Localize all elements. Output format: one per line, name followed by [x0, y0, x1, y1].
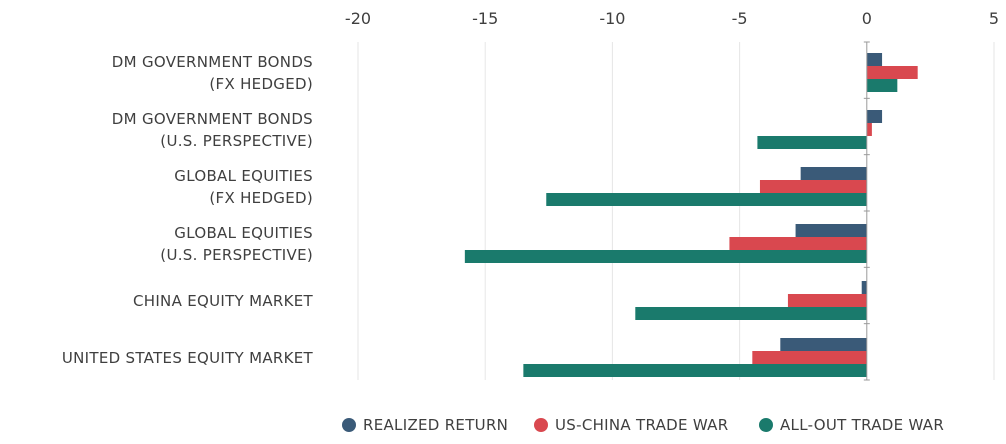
category-labels: DM GOVERNMENT BONDS (FX HEDGED) DM GOVERNM… — [62, 53, 314, 367]
x-tick-label: -20 — [345, 9, 371, 28]
bar-all-out-trade-war-2 — [546, 193, 867, 206]
bar-us-china-trade-war-4 — [787, 294, 867, 307]
category-label: (FX HEDGED) — [209, 75, 313, 93]
bar-all-out-trade-war-5 — [523, 364, 867, 377]
bar-all-out-trade-war-3 — [464, 250, 867, 263]
category-label: GLOBAL EQUITIES — [174, 224, 313, 242]
x-tick-label: -15 — [472, 9, 498, 28]
x-axis-ticks: -20 -15 -10 -5 0 5 — [345, 9, 999, 28]
bar-us-china-trade-war-1 — [866, 123, 872, 136]
gridlines — [357, 42, 995, 380]
category-label: (FX HEDGED) — [209, 189, 313, 207]
bar-realized-return-4 — [861, 281, 867, 294]
bars — [464, 53, 918, 377]
bar-realized-return-3 — [795, 224, 867, 237]
x-tick-label: -10 — [599, 9, 625, 28]
bar-us-china-trade-war-2 — [759, 180, 867, 193]
category-label: (U.S. PERSPECTIVE) — [160, 132, 313, 150]
legend-label-0: REALIZED RETURN — [363, 416, 508, 434]
legend: REALIZED RETURN US-CHINA TRADE WAR ALL-OUT… — [342, 416, 944, 434]
zero-axis — [863, 41, 870, 381]
bar-realized-return-0 — [866, 53, 883, 66]
category-label: CHINA EQUITY MARKET — [133, 292, 314, 310]
legend-swatch-1 — [534, 418, 548, 432]
legend-swatch-2 — [759, 418, 773, 432]
bar-realized-return-2 — [800, 167, 867, 180]
bar-realized-return-1 — [866, 110, 883, 123]
category-label: UNITED STATES EQUITY MARKET — [62, 349, 314, 367]
category-label: DM GOVERNMENT BONDS — [112, 110, 313, 128]
bar-realized-return-5 — [780, 338, 867, 351]
bar-all-out-trade-war-1 — [757, 136, 867, 149]
x-tick-label: 0 — [862, 9, 872, 28]
category-label: GLOBAL EQUITIES — [174, 167, 313, 185]
x-tick-label: -5 — [732, 9, 748, 28]
category-label: (U.S. PERSPECTIVE) — [160, 246, 313, 264]
bar-us-china-trade-war-3 — [729, 237, 867, 250]
legend-label-1: US-CHINA TRADE WAR — [555, 416, 728, 434]
bar-all-out-trade-war-4 — [635, 307, 867, 320]
legend-swatch-0 — [342, 418, 356, 432]
legend-label-2: ALL-OUT TRADE WAR — [780, 416, 944, 434]
bar-us-china-trade-war-5 — [752, 351, 867, 364]
x-tick-label: 5 — [989, 9, 999, 28]
bar-all-out-trade-war-0 — [866, 79, 898, 92]
category-label: DM GOVERNMENT BONDS — [112, 53, 313, 71]
bar-us-china-trade-war-0 — [866, 66, 918, 79]
